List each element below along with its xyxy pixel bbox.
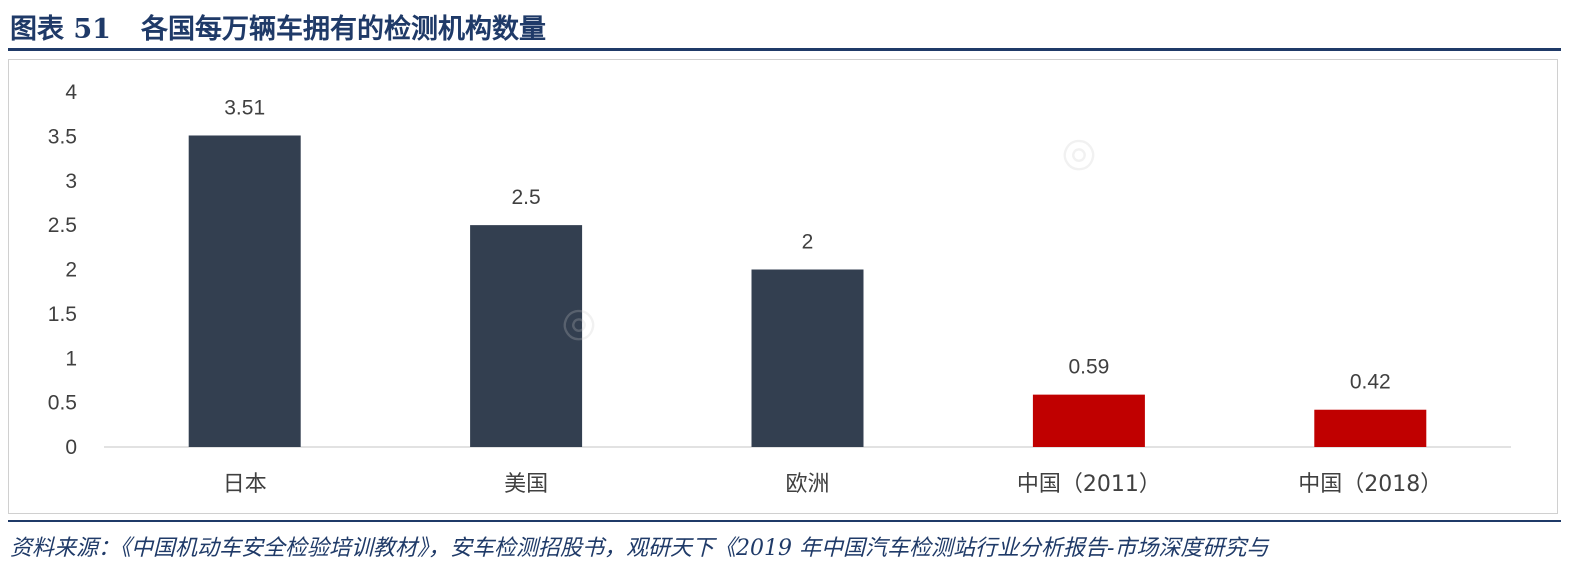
figure-title: 图表 51 各国每万辆车拥有的检测机构数量 bbox=[10, 6, 546, 46]
y-tick-label: 2.5 bbox=[48, 214, 77, 237]
source-rule bbox=[8, 520, 1561, 522]
data-label: 0.42 bbox=[1350, 371, 1391, 394]
x-tick-label: 中国（2011） bbox=[1017, 472, 1161, 497]
y-tick-label: 3.5 bbox=[48, 125, 77, 148]
x-tick-label: 中国（2018） bbox=[1298, 472, 1442, 497]
y-tick-label: 4 bbox=[65, 81, 77, 104]
y-tick-label: 2 bbox=[65, 259, 77, 282]
figure-label: 图表 51 bbox=[10, 13, 111, 45]
figure-title-text: 各国每万辆车拥有的检测机构数量 bbox=[140, 13, 546, 45]
bar-chart: 0 0.5 1 1.5 2 2.5 3 3.5 4 3.51 日本 2.5 美国 2 欧洲 0.59 中国（20… bbox=[48, 81, 1511, 497]
x-tick-label: 日本 bbox=[223, 472, 267, 497]
y-tick-label: 1 bbox=[65, 347, 77, 370]
y-tick-label: 3 bbox=[65, 170, 77, 193]
chart-frame: 0 0.5 1 1.5 2 2.5 3 3.5 4 3.51 日本 2.5 美国 2 欧洲 0.59 中国（20… bbox=[8, 59, 1558, 514]
x-tick-label: 欧洲 bbox=[785, 472, 829, 497]
x-tick-label: 美国 bbox=[504, 472, 548, 497]
y-tick-label: 1.5 bbox=[48, 303, 77, 326]
title-rule bbox=[8, 48, 1561, 51]
data-label: 2.5 bbox=[511, 186, 540, 209]
source-note: 资料来源：《中国机动车安全检验培训教材》，安车检测招股书，观研天下《2019 年… bbox=[10, 536, 1269, 561]
data-label: 3.51 bbox=[224, 96, 265, 119]
data-label: 2 bbox=[802, 231, 814, 254]
y-tick-label: 0.5 bbox=[48, 392, 77, 415]
bar bbox=[470, 225, 583, 447]
bar bbox=[188, 135, 301, 448]
bar bbox=[1032, 394, 1145, 447]
y-tick-label: 0 bbox=[65, 436, 77, 459]
data-label: 0.59 bbox=[1068, 356, 1109, 379]
bar bbox=[751, 269, 864, 447]
bar bbox=[1314, 409, 1427, 447]
